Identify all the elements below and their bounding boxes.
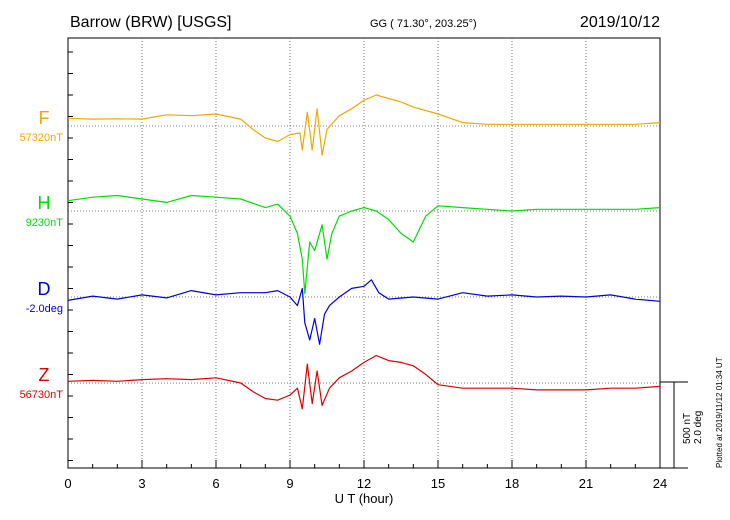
scale-nt-label: 500 nT	[682, 413, 693, 444]
scale-deg-label: 2.0 deg	[693, 411, 704, 444]
x-tick-label: 24	[653, 476, 667, 491]
x-tick-label: 12	[357, 476, 371, 491]
series-baseline-d: -2.0deg	[26, 303, 63, 315]
plot-frame	[67, 37, 661, 469]
plotted-at-note: Plotted at 2019/11/12 01:34 UT	[715, 357, 724, 468]
series-line-h	[67, 194, 661, 295]
series-line-z	[67, 354, 661, 410]
scale-bar: 500 nT 2.0 deg	[660, 381, 704, 469]
x-axis: 0 3 6 9 12 15 18 21 24	[64, 460, 667, 491]
coords-label: GG ( 71.30°, 203.25°)	[370, 18, 477, 30]
x-tick-label: 9	[286, 476, 293, 491]
x-tick-label: 18	[505, 476, 519, 491]
series-baseline-h: 9230nT	[26, 217, 64, 229]
series-labels: F 57320nT H 9230nT D -2.0deg Z 56730nT	[20, 108, 64, 401]
x-tick-label: 21	[579, 476, 593, 491]
series-name-h: H	[38, 193, 51, 213]
series-line-f	[67, 94, 661, 156]
grid	[68, 38, 660, 468]
x-tick-label: 6	[212, 476, 219, 491]
date-label: 2019/10/12	[580, 14, 660, 31]
x-tick-label: 0	[64, 476, 71, 491]
x-tick-label: 3	[138, 476, 145, 491]
series-baseline-z: 56730nT	[20, 389, 64, 401]
x-tick-label: 15	[431, 476, 445, 491]
series-baseline-f: 57320nT	[20, 132, 64, 144]
series-line-d	[67, 279, 661, 345]
series-name-d: D	[38, 279, 51, 299]
series-lines	[67, 94, 661, 410]
x-axis-label: U T (hour)	[335, 491, 394, 506]
series-name-z: Z	[39, 365, 50, 385]
y-tick-marks	[68, 51, 73, 461]
series-name-f: F	[39, 108, 50, 128]
station-title: Barrow (BRW) [USGS]	[70, 14, 232, 31]
